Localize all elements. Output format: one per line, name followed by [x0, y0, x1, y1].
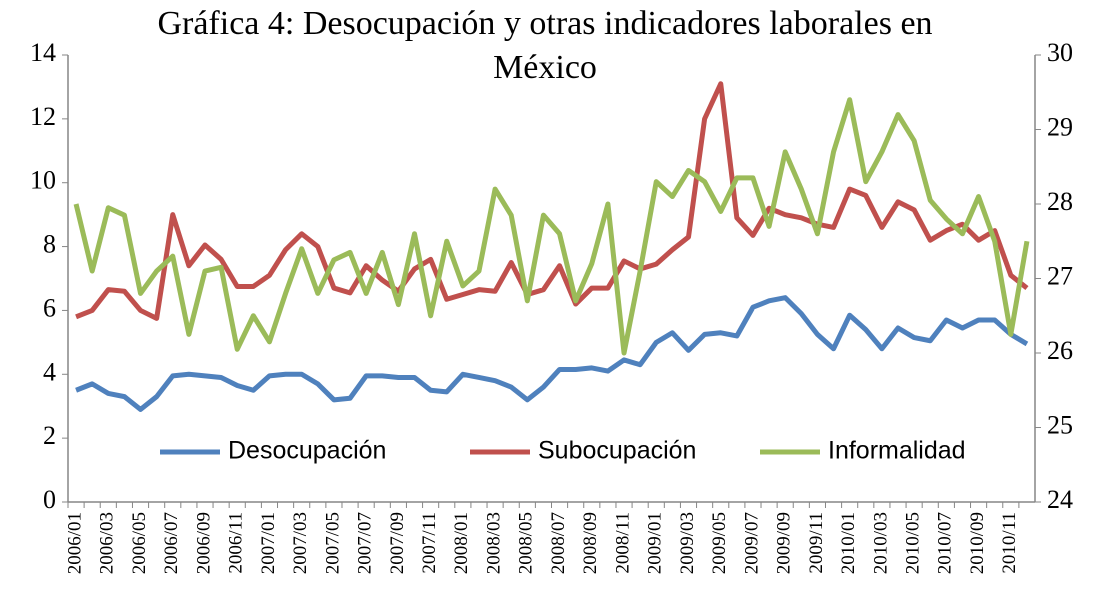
series-line — [73, 97, 1030, 356]
x-tick-label: 2007/03 — [290, 512, 311, 574]
legend-label: Informalidad — [828, 437, 966, 465]
x-tick-label: 2010/09 — [967, 512, 988, 574]
x-tick-label: 2009/03 — [677, 512, 698, 574]
y-tick-label: 6 — [43, 293, 56, 322]
x-tick-label: 2006/11 — [226, 512, 247, 574]
y-tick-label: 2 — [43, 421, 56, 450]
x-tick-label: 2007/05 — [322, 512, 343, 574]
y-tick-label: 14 — [30, 38, 56, 67]
x-tick-label: 2010/11 — [999, 512, 1020, 574]
chart-title: Gráfica 4: Desocupación y otras indicado… — [157, 5, 932, 42]
series-line — [75, 81, 1029, 321]
y-tick-label: 8 — [43, 230, 56, 259]
y2-tick-label: 27 — [1047, 261, 1073, 290]
x-tick-label: 2010/03 — [870, 512, 891, 574]
x-tick-label: 2010/01 — [838, 512, 859, 574]
x-tick-label: 2010/05 — [902, 512, 923, 574]
x-tick-label: 2007/01 — [258, 512, 279, 574]
y2-tick-label: 26 — [1047, 336, 1073, 365]
y-tick-label: 10 — [30, 166, 56, 195]
y2-tick-label: 24 — [1047, 485, 1073, 514]
y2-tick-label: 30 — [1047, 38, 1073, 67]
x-tick-label: 2006/05 — [129, 512, 150, 574]
x-tick-label: 2010/07 — [935, 512, 956, 574]
y-tick-label: 12 — [30, 102, 56, 131]
x-tick-label: 2009/01 — [645, 512, 666, 574]
x-tick-label: 2009/07 — [741, 512, 762, 574]
legend-label: Subocupación — [538, 437, 696, 465]
x-tick-label: 2006/09 — [193, 512, 214, 574]
x-tick-label: 2006/01 — [64, 512, 85, 574]
y2-tick-label: 28 — [1047, 187, 1073, 216]
x-tick-label: 2008/09 — [580, 512, 601, 574]
y2-tick-label: 25 — [1047, 410, 1073, 439]
y-tick-label: 0 — [43, 485, 56, 514]
y-tick-label: 4 — [43, 357, 56, 386]
x-tick-label: 2007/11 — [419, 512, 440, 574]
x-tick-label: 2009/05 — [709, 512, 730, 574]
legend-label: Desocupación — [228, 437, 386, 465]
x-tick-label: 2008/01 — [451, 512, 472, 574]
x-tick-label: 2008/11 — [612, 512, 633, 574]
x-tick-label: 2008/03 — [483, 512, 504, 574]
x-tick-label: 2006/07 — [161, 512, 182, 574]
x-tick-label: 2009/09 — [774, 512, 795, 574]
x-tick-label: 2007/09 — [387, 512, 408, 574]
x-tick-label: 2008/07 — [548, 512, 569, 574]
x-tick-label: 2006/03 — [97, 512, 118, 574]
x-tick-label: 2008/05 — [516, 512, 537, 574]
series-line — [75, 295, 1029, 412]
chart-title: México — [493, 49, 597, 86]
x-tick-label: 2009/11 — [806, 512, 827, 574]
y2-tick-label: 29 — [1047, 112, 1073, 141]
x-tick-label: 2007/07 — [355, 512, 376, 574]
